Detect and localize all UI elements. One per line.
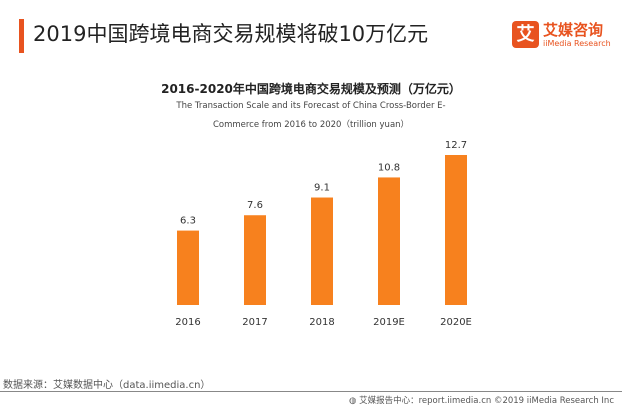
page-title: 2019中国跨境电商交易规模将破10万亿元 xyxy=(33,22,429,46)
bar-2018 xyxy=(311,197,333,305)
chart-subtitle-line2: Commerce from 2016 to 2020（trillion yuan… xyxy=(212,120,410,130)
data-label: 7.6 xyxy=(247,200,263,211)
logo-text-cn: 艾媒咨询 xyxy=(543,21,604,39)
bar-2020E xyxy=(445,155,467,305)
copyright-text: 艾媒报告中心：report.iimedia.cn ©2019 iiMedia R… xyxy=(359,396,614,406)
data-label: 12.7 xyxy=(445,140,467,151)
bar-2017 xyxy=(244,215,266,305)
logo-text-en: iiMedia Research xyxy=(543,39,611,48)
footer-copyright: ◍ 艾媒报告中心：report.iimedia.cn ©2019 iiMedia… xyxy=(349,394,614,406)
data-source: 数据来源：艾媒数据中心（data.iimedia.cn） xyxy=(3,380,211,391)
footer-divider xyxy=(0,391,622,392)
x-tick-label: 2017 xyxy=(242,317,267,328)
chart-title: 2016-2020年中国跨境电商交易规模及预测（万亿元） xyxy=(161,82,461,96)
x-tick-label: 2016 xyxy=(175,317,200,328)
x-tick-label: 2018 xyxy=(309,317,334,328)
data-label: 9.1 xyxy=(314,183,330,194)
logo-mark: 艾 xyxy=(512,21,539,48)
x-tick-label: 2020E xyxy=(440,317,472,328)
data-label: 6.3 xyxy=(180,216,196,227)
title-accent-bar xyxy=(19,19,24,53)
chart-subtitle-line1: The Transaction Scale and its Forecast o… xyxy=(176,101,446,111)
logo: 艾 艾媒咨询 iiMedia Research xyxy=(512,19,622,51)
bar-2019E xyxy=(378,177,400,305)
bar-chart: 6.3 2016 7.6 2017 9.1 2018 10.8 2019E 12.7 2020E xyxy=(175,140,472,328)
bar-2016 xyxy=(177,230,199,305)
globe-icon: ◍ xyxy=(349,396,360,406)
data-label: 10.8 xyxy=(378,162,400,173)
x-tick-label: 2019E xyxy=(373,317,405,328)
